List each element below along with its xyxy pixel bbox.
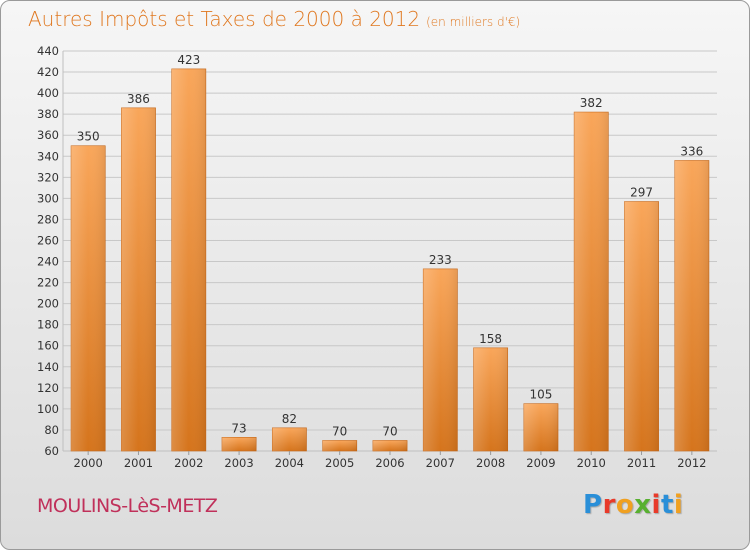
logo-letter: i [673,490,684,520]
data-label: 70 [332,424,347,438]
logo-letter: r [602,490,616,520]
bar-shine [71,145,106,451]
chart-title-text: Autres Impôts et Taxes de 2000 à 2012 [28,7,421,31]
bar-shine [624,201,659,451]
bar-shine [523,403,559,451]
bar-shine [372,440,408,451]
data-label: 82 [282,412,297,426]
bar-shine [272,427,307,451]
y-tick-label: 340 [37,149,59,163]
data-label: 382 [580,96,603,110]
y-tick-label: 360 [37,128,59,142]
y-tick-label: 220 [37,276,59,290]
x-tick-label: 2012 [677,456,706,470]
bar-shine [121,107,156,451]
x-tick-label: 2006 [375,456,404,470]
x-tick-label: 2005 [325,456,354,470]
logo-letter: i [651,490,661,520]
bar-shine [473,347,508,451]
city-name: MOULINS-LèS-METZ [37,495,218,517]
gridlines [62,50,717,452]
data-label: 336 [680,144,703,158]
data-label: 73 [231,421,246,435]
y-tick-label: 60 [44,444,59,458]
y-tick-label: 180 [37,318,59,332]
bar-shine [322,440,357,451]
x-tick-label: 2010 [577,456,606,470]
logo-letter: x [634,490,652,520]
y-tick-label: 380 [37,107,59,121]
y-tick-label: 240 [37,255,59,269]
x-tick-label: 2011 [627,456,656,470]
chart-title: Autres Impôts et Taxes de 2000 à 2012 (en… [28,7,520,31]
y-tick-label: 160 [37,339,59,353]
y-tick-label: 120 [37,381,59,395]
bar-shine [423,268,458,451]
y-tick-label: 140 [37,360,59,374]
chart-unit: (en milliers d'€) [426,15,521,29]
y-tick-label: 400 [37,86,59,100]
x-axis: 2000 2001 2002 2003 2004 2005 2006 2007 2008 2009… [74,451,706,470]
x-tick-label: 2000 [74,456,103,470]
data-label: 233 [429,253,452,267]
bar-shine [221,437,257,451]
data-label: 423 [177,53,200,67]
logo-letter: o [615,490,635,520]
y-tick-label: 320 [37,170,59,184]
data-label: 386 [127,92,150,106]
data-label: 70 [382,424,397,438]
x-tick-label: 2008 [476,456,505,470]
x-tick-label: 2003 [224,456,253,470]
data-labels: 350 386 423 73 82 70 70 233 158 105 382 297 336 [77,53,704,439]
data-label: 297 [630,186,653,200]
y-tick-label: 440 [37,44,59,58]
data-label: 105 [529,388,552,402]
x-tick-label: 2007 [426,456,455,470]
x-tick-label: 2004 [275,456,304,470]
bar-shine [674,160,709,451]
bar-shine [171,68,206,451]
logo-letter: P [583,490,603,520]
x-tick-label: 2009 [526,456,555,470]
data-label: 350 [77,130,100,144]
data-label: 158 [479,332,502,346]
bar-shine [574,112,609,451]
x-tick-label: 2002 [174,456,203,470]
y-tick-label: 80 [44,423,59,437]
logo-letter: t [660,490,674,520]
y-tick-label: 280 [37,212,59,226]
y-tick-label: 260 [37,233,59,247]
bars [70,68,710,452]
x-tick-label: 2001 [124,456,153,470]
y-tick-label: 300 [37,191,59,205]
y-tick-label: 200 [37,297,59,311]
y-tick-label: 100 [37,402,59,416]
proxiti-logo: Proxiti [583,490,683,520]
y-axis: 60 80 100 120 140 160 180 200 220 240 260 280 300 320… [37,44,59,458]
y-tick-label: 420 [37,65,59,79]
